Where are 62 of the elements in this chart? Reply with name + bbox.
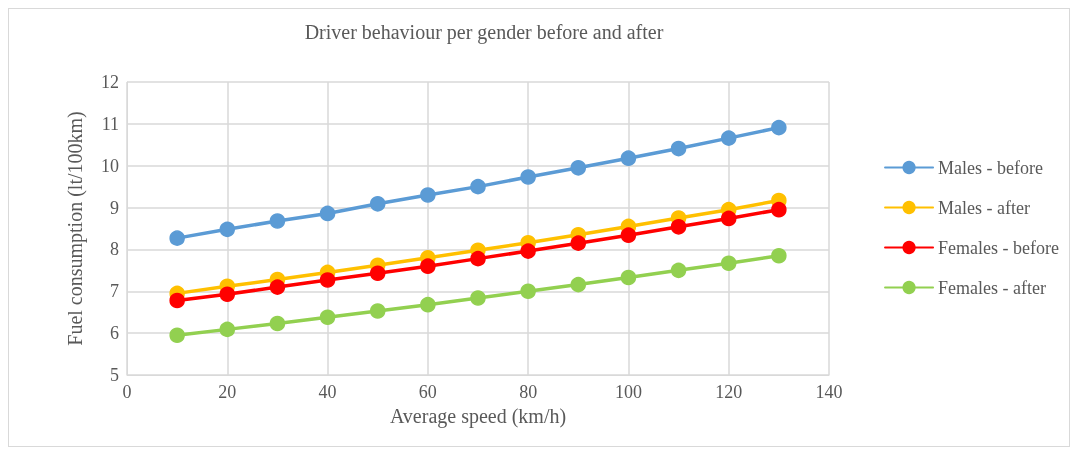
point [420, 296, 436, 313]
point [369, 303, 386, 319]
point [470, 250, 486, 267]
point [169, 292, 185, 309]
y-tick-label: 8 [110, 239, 119, 260]
point [369, 265, 386, 282]
point [771, 247, 787, 264]
point [620, 269, 637, 286]
point [720, 255, 737, 271]
x-tick-label: 140 [815, 382, 843, 402]
point [771, 119, 787, 136]
point [570, 235, 587, 251]
y-tick-label: 10 [101, 155, 119, 176]
point [620, 150, 637, 166]
point [269, 279, 286, 295]
point [470, 178, 486, 195]
y-tick-label: 7 [110, 281, 119, 302]
x-tick-label: 20 [218, 382, 237, 402]
chart-title: Driver behaviour per gender before and after [304, 21, 664, 44]
x-tick-label: 40 [318, 382, 337, 402]
x-tick-label: 60 [418, 382, 437, 402]
point [420, 187, 436, 203]
y-tick-label: 11 [101, 113, 119, 134]
point [620, 227, 637, 243]
y-axis-title: Fuel consumption (lt/100km) [64, 111, 87, 346]
point [269, 213, 286, 229]
legend-label: Females - before [938, 237, 1060, 258]
point [570, 160, 587, 176]
point [319, 205, 336, 222]
x-tick-label: 0 [122, 382, 132, 402]
legend-label: Females - after [938, 277, 1047, 298]
point [520, 169, 536, 185]
x-tick-label: 80 [519, 382, 538, 402]
point [219, 321, 236, 338]
point [169, 327, 185, 343]
point [520, 243, 536, 259]
x-tick-label: 100 [614, 382, 642, 402]
point [319, 272, 336, 288]
y-tick-label: 12 [101, 72, 119, 92]
point [319, 309, 336, 325]
point [670, 219, 687, 235]
point [670, 262, 687, 279]
point [470, 290, 486, 306]
x-tick-label: 120 [715, 382, 743, 402]
point [169, 230, 185, 246]
legend-label: Males - after [938, 197, 1031, 218]
point [420, 258, 436, 274]
point [219, 286, 236, 302]
point [771, 201, 787, 218]
y-tick-label: 6 [110, 323, 119, 344]
point [720, 130, 737, 146]
legend-label: Males - before [938, 157, 1044, 178]
point [570, 276, 587, 293]
point [219, 221, 236, 238]
point [720, 210, 737, 227]
point [670, 140, 687, 157]
point [269, 315, 286, 332]
point [369, 196, 386, 212]
y-tick-label: 5 [110, 365, 119, 385]
point [520, 283, 536, 300]
x-axis-title: Average speed (km/h) [389, 404, 567, 428]
y-tick-label: 9 [110, 197, 119, 218]
